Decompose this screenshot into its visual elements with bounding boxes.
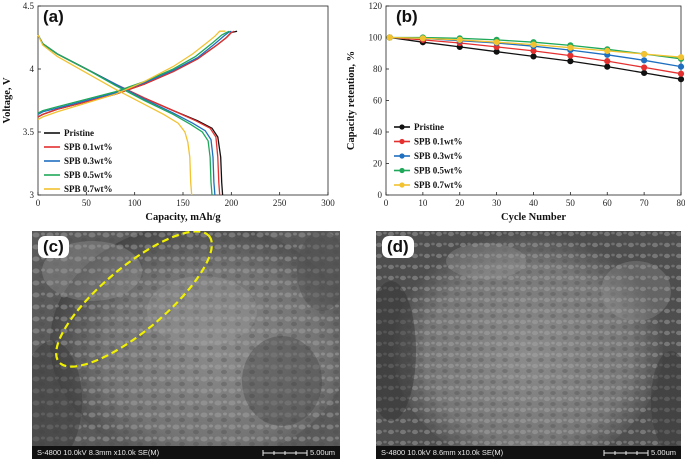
x-tick-label-b: 30 [492,198,502,208]
y-axis-title-b: Capacity retention, % [346,51,357,150]
sem-image-c: S-4800 10.0kV 8.3mm x10.0k SE(M) 5.00um … [32,231,340,459]
panel-b-label: (b) [396,7,418,26]
legend-marker-pristine [399,124,405,130]
data-point-spb-0-7wt [493,39,500,46]
data-point-pristine [530,53,537,60]
y-tick-label-a: 4.5 [23,1,35,11]
data-point-spb-0-7wt [419,35,426,42]
y-tick-label-b: 40 [373,127,383,137]
legend-label-spb-0-1wt: SPB 0.1wt% [64,142,113,152]
y-tick-label-a: 3.5 [23,127,35,137]
x-tick-label-b: 10 [418,198,428,208]
sem-info-bar-c: S-4800 10.0kV 8.3mm x10.0k SE(M) 5.00um [32,446,340,459]
y-tick-label-b: 80 [373,64,383,74]
legend-label-pristine: Pristine [414,122,444,132]
sem-info-bar-d: S-4800 10.0kV 8.6mm x10.0k SE(M) 5.00um [376,446,681,459]
panel-c-label: (c) [38,236,69,258]
y-tick-label-b: 60 [373,96,383,106]
data-point-spb-0-7wt [456,36,463,43]
legend-marker-spb-0-1wt [399,138,405,145]
scale-bar-d [603,450,649,457]
data-point-spb-0-7wt [567,44,574,51]
legend-label-spb-0-5wt: SPB 0.5wt% [414,166,463,176]
sem-scale-c: 5.00um [262,446,335,459]
x-tick-label-a: 100 [128,198,142,208]
scale-label-d: 5.00um [650,448,676,457]
data-point-spb-0-1wt [677,70,685,77]
x-tick-label-b: 80 [677,198,685,208]
data-point-spb-0-7wt [604,47,611,54]
y-tick-label-b: 120 [369,1,383,11]
legend-label-spb-0-5wt: SPB 0.5wt% [64,170,113,180]
y-tick-label-b: 100 [369,33,383,43]
capacity-retention-chart: 0 10 20 30 40 50 60 70 80 0 20 40 60 80 100 120 Cycle Nu… [346,1,685,223]
highlight-ellipse [55,231,213,368]
data-point-pristine [677,76,685,83]
x-tick-label-b: 40 [529,198,539,208]
data-point-spb-0-7wt [386,34,393,41]
y-tick-label-b: 0 [378,190,383,200]
panel-b-retention-chart: 0 10 20 30 40 50 60 70 80 0 20 40 60 80 100 120 Cycle Nu… [342,0,685,232]
legend-label-spb-0-3wt: SPB 0.3wt% [414,151,463,161]
data-point-pristine [604,63,611,70]
data-point-pristine [641,69,648,77]
legend-marker-spb-0-5wt [399,167,405,174]
legend-marker-spb-0-3wt [399,153,405,159]
x-axis-title-b: Cycle Number [501,212,566,223]
y-tick-label-b: 20 [373,159,383,169]
data-point-spb-0-7wt [530,41,537,48]
legend-label-spb-0-3wt: SPB 0.3wt% [64,156,113,166]
data-point-pristine [567,58,574,65]
y-tick-label-a: 3 [30,190,35,200]
x-tick-label-a: 50 [82,198,92,208]
x-tick-label-a: 200 [225,198,239,208]
x-axis-title-a: Capacity, mAh/g [145,212,221,223]
series-charge-spb-0-5wt [37,30,230,114]
data-point-spb-0-1wt [641,64,648,71]
y-tick-label-a: 4 [30,64,35,74]
legend-label-spb-0-1wt: SPB 0.1wt% [414,137,463,147]
y-axis-title-a: Voltage, V [2,77,13,124]
sem-micrograph-c [32,231,340,459]
series-charge-spb-0-7wt [37,30,226,120]
x-tick-label-a: 150 [176,198,190,208]
data-point-spb-0-7wt [677,54,685,61]
data-point-spb-0-3wt [641,57,648,64]
panel-a-label: (a) [43,7,64,26]
sem-parameters-d: S-4800 10.0kV 8.6mm x10.0k SE(M) [381,448,504,457]
x-tick-label-a: 0 [36,198,41,208]
legend-label-spb-0-7wt: SPB 0.7wt% [64,184,113,194]
x-tick-label-a: 300 [321,198,335,208]
legend-marker-spb-0-7wt [399,182,405,188]
sem-scale-d: 5.00um [603,446,676,459]
panel-a-voltage-chart: 0 50 100 150 200 250 300 3 3.5 4 4.5 Capacity, mAh/… [0,0,342,232]
panel-d-label: (d) [382,236,414,258]
voltage-capacity-chart: 0 50 100 150 200 250 300 3 3.5 4 4.5 Capacity, mAh/… [2,1,335,223]
series-discharge-spb-0-5wt [37,34,213,196]
series-charge-spb-0-1wt [37,30,235,118]
data-point-spb-0-1wt [567,52,574,59]
legend-label-pristine: Pristine [64,128,94,138]
x-tick-label-b: 0 [384,198,389,208]
sem-micrograph-d [376,231,681,459]
series-discharge-spb-0-7wt [37,34,193,196]
series-charge-spb-0-3wt [37,30,232,115]
data-point-spb-0-3wt [677,63,685,70]
x-tick-label-b: 60 [603,198,613,208]
x-tick-label-a: 250 [273,198,287,208]
scale-label-c: 5.00um [309,448,335,457]
data-point-spb-0-7wt [641,50,648,58]
sem-image-d: S-4800 10.0kV 8.6mm x10.0k SE(M) 5.00um … [376,231,681,459]
sem-parameters-c: S-4800 10.0kV 8.3mm x10.0k SE(M) [37,448,160,457]
legend-label-spb-0-7wt: SPB 0.7wt% [414,180,463,190]
data-point-spb-0-1wt [604,58,611,65]
scale-bar-c [262,450,308,457]
x-tick-label-b: 70 [640,198,650,208]
x-tick-label-b: 50 [566,198,576,208]
x-tick-label-b: 20 [455,198,465,208]
